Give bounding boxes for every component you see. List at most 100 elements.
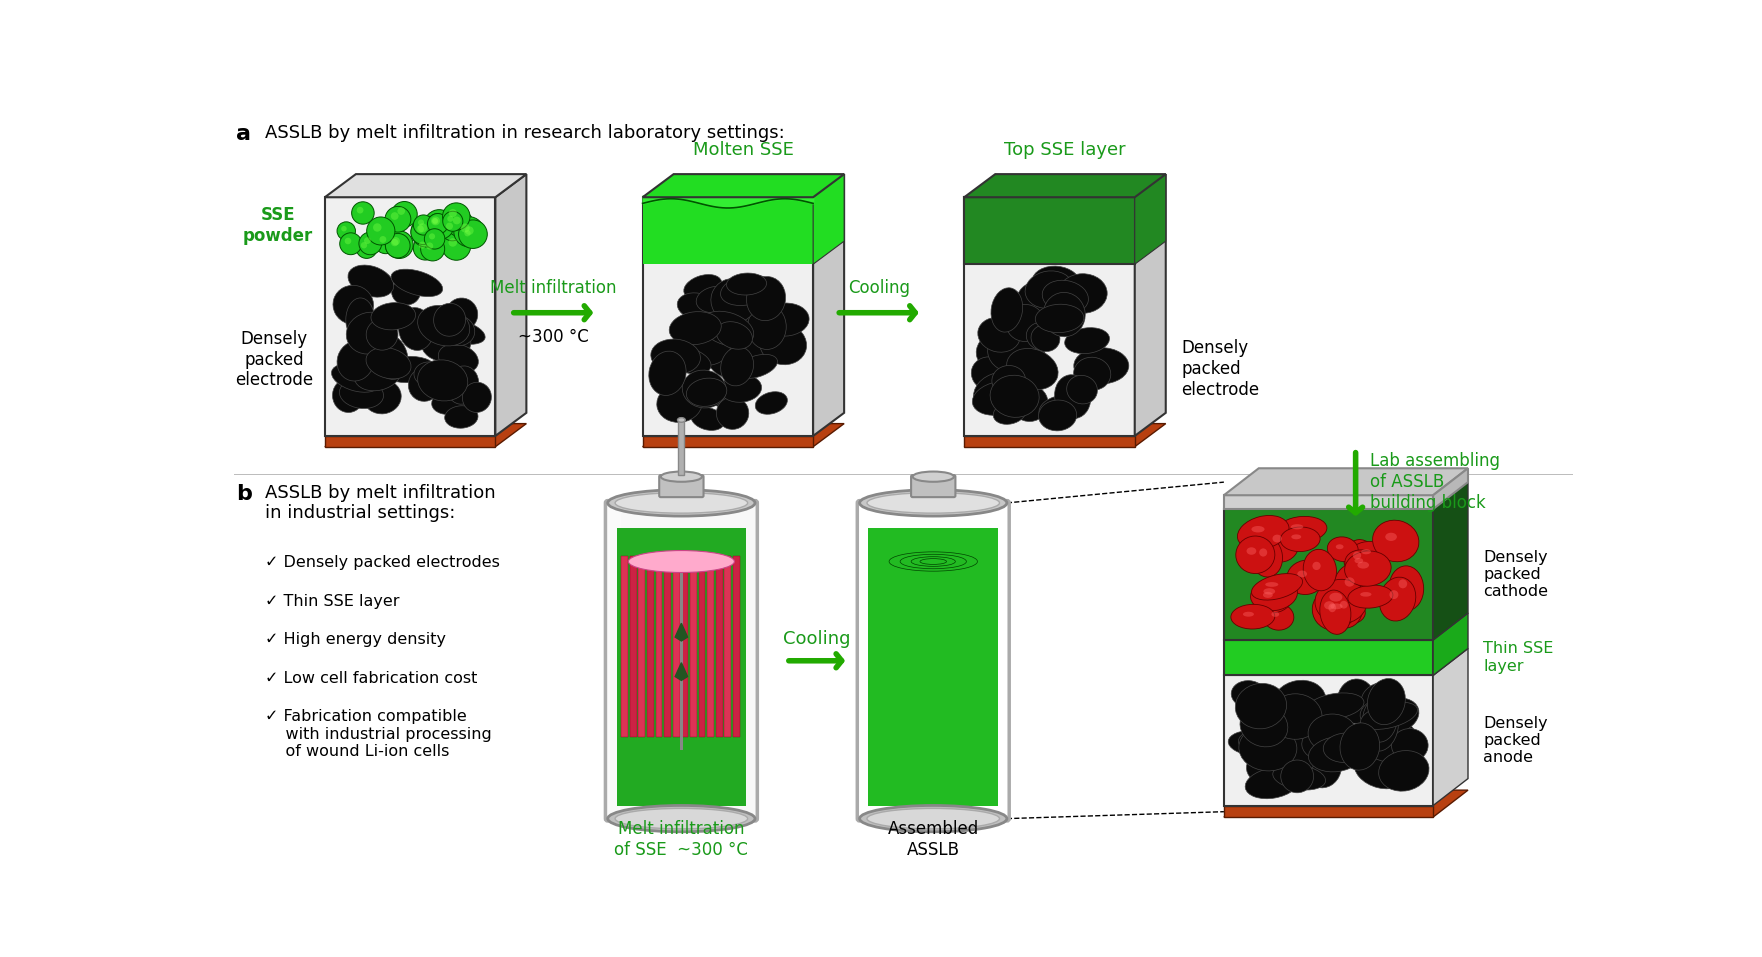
Ellipse shape: [428, 213, 448, 233]
Ellipse shape: [1309, 737, 1364, 772]
Ellipse shape: [432, 216, 440, 225]
Ellipse shape: [687, 378, 726, 407]
FancyBboxPatch shape: [664, 556, 671, 737]
Ellipse shape: [1240, 704, 1288, 746]
Ellipse shape: [333, 379, 365, 412]
Ellipse shape: [648, 351, 685, 395]
Ellipse shape: [1329, 603, 1336, 612]
Ellipse shape: [425, 229, 444, 249]
Polygon shape: [1225, 790, 1468, 817]
Text: Cooling: Cooling: [848, 279, 909, 298]
Ellipse shape: [442, 203, 470, 230]
Ellipse shape: [860, 490, 1006, 516]
Text: Densely
packed
electrode: Densely packed electrode: [1181, 340, 1260, 399]
Ellipse shape: [433, 319, 485, 345]
Ellipse shape: [363, 380, 402, 413]
Ellipse shape: [1073, 347, 1129, 384]
Ellipse shape: [707, 382, 742, 407]
Ellipse shape: [1297, 570, 1307, 577]
Ellipse shape: [1344, 551, 1392, 587]
Ellipse shape: [1239, 725, 1297, 771]
Ellipse shape: [1286, 560, 1325, 594]
Ellipse shape: [1353, 746, 1411, 789]
Ellipse shape: [678, 417, 685, 422]
Ellipse shape: [418, 219, 425, 226]
Ellipse shape: [345, 298, 374, 341]
Ellipse shape: [446, 366, 479, 404]
FancyBboxPatch shape: [673, 556, 680, 737]
Polygon shape: [324, 174, 527, 197]
Ellipse shape: [726, 273, 766, 295]
FancyBboxPatch shape: [682, 556, 689, 737]
Ellipse shape: [1360, 702, 1417, 729]
Ellipse shape: [365, 237, 370, 244]
Polygon shape: [1135, 174, 1166, 264]
Ellipse shape: [1292, 524, 1304, 529]
Ellipse shape: [1306, 693, 1364, 720]
Ellipse shape: [1329, 592, 1343, 602]
Ellipse shape: [1228, 730, 1281, 756]
Ellipse shape: [352, 202, 374, 224]
FancyBboxPatch shape: [622, 556, 627, 737]
Ellipse shape: [391, 269, 442, 297]
Polygon shape: [812, 174, 844, 436]
Ellipse shape: [724, 307, 763, 339]
Ellipse shape: [1344, 550, 1380, 577]
Text: Thin SSE
layer: Thin SSE layer: [1484, 641, 1554, 674]
Ellipse shape: [1263, 604, 1293, 630]
Ellipse shape: [1313, 589, 1355, 631]
Ellipse shape: [1320, 590, 1351, 634]
Ellipse shape: [1017, 280, 1064, 321]
Ellipse shape: [1339, 601, 1348, 609]
Ellipse shape: [1263, 696, 1295, 721]
FancyBboxPatch shape: [659, 475, 703, 497]
Ellipse shape: [1288, 694, 1329, 738]
Ellipse shape: [1235, 683, 1286, 729]
Ellipse shape: [458, 220, 488, 249]
Ellipse shape: [448, 211, 474, 236]
Ellipse shape: [1344, 577, 1355, 587]
FancyBboxPatch shape: [1225, 509, 1433, 640]
Ellipse shape: [386, 231, 412, 258]
Ellipse shape: [418, 360, 467, 401]
Text: Densely
packed
electrode: Densely packed electrode: [234, 330, 314, 389]
Ellipse shape: [1362, 702, 1399, 751]
Ellipse shape: [1399, 579, 1408, 589]
Ellipse shape: [384, 207, 411, 233]
Ellipse shape: [374, 223, 382, 232]
Ellipse shape: [1237, 516, 1290, 549]
Polygon shape: [964, 424, 1166, 447]
FancyBboxPatch shape: [643, 197, 812, 264]
Ellipse shape: [650, 339, 701, 374]
Ellipse shape: [1355, 558, 1364, 564]
Ellipse shape: [1260, 548, 1267, 557]
Ellipse shape: [696, 286, 735, 313]
Ellipse shape: [1281, 760, 1314, 792]
Text: Melt infiltration
of SSE  ~300 °C: Melt infiltration of SSE ~300 °C: [615, 820, 749, 858]
Ellipse shape: [1041, 271, 1087, 300]
Ellipse shape: [976, 330, 1024, 370]
Ellipse shape: [372, 334, 409, 379]
Ellipse shape: [444, 406, 478, 428]
Ellipse shape: [433, 303, 465, 336]
Text: SSE
powder: SSE powder: [243, 207, 314, 245]
Ellipse shape: [391, 278, 421, 305]
Ellipse shape: [608, 490, 754, 516]
Ellipse shape: [974, 372, 1029, 415]
Ellipse shape: [973, 381, 1025, 415]
Ellipse shape: [867, 493, 999, 513]
Ellipse shape: [678, 320, 717, 355]
Ellipse shape: [1371, 698, 1418, 734]
Ellipse shape: [1350, 542, 1390, 568]
Ellipse shape: [1073, 357, 1110, 390]
Text: Lab assembling
of ASSLB
building block: Lab assembling of ASSLB building block: [1369, 453, 1499, 512]
Polygon shape: [324, 424, 527, 447]
Ellipse shape: [715, 322, 752, 349]
Ellipse shape: [1272, 612, 1279, 617]
Ellipse shape: [1330, 590, 1362, 628]
FancyBboxPatch shape: [643, 436, 812, 447]
Ellipse shape: [1251, 536, 1283, 577]
Ellipse shape: [1337, 679, 1376, 723]
Ellipse shape: [366, 217, 395, 245]
Ellipse shape: [372, 302, 416, 330]
